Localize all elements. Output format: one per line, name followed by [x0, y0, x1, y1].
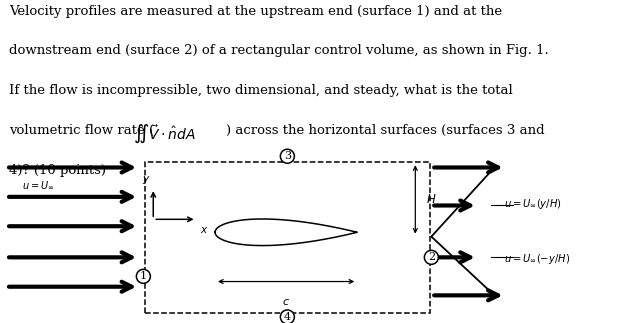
- Text: $\iint \vec{V} \cdot \hat{n}dA$: $\iint \vec{V} \cdot \hat{n}dA$: [133, 122, 196, 145]
- Text: ) across the horizontal surfaces (surfaces 3 and: ) across the horizontal surfaces (surfac…: [226, 124, 544, 137]
- Text: $u = U_\infty(-y/H)$: $u = U_\infty(-y/H)$: [504, 252, 570, 266]
- Text: Velocity profiles are measured at the upstream end (surface 1) and at the: Velocity profiles are measured at the up…: [9, 5, 502, 17]
- Text: $u = U_\infty(y/H)$: $u = U_\infty(y/H)$: [504, 197, 561, 211]
- Text: $c$: $c$: [282, 297, 290, 307]
- Text: 4)? (10 points): 4)? (10 points): [9, 164, 106, 177]
- Text: 3: 3: [284, 151, 291, 161]
- Text: 4: 4: [284, 312, 291, 322]
- Text: downstream end (surface 2) of a rectangular control volume, as shown in Fig. 1.: downstream end (surface 2) of a rectangu…: [9, 44, 549, 57]
- Text: $x$: $x$: [200, 224, 208, 234]
- Text: If the flow is incompressible, two dimensional, and steady, what is the total: If the flow is incompressible, two dimen…: [9, 84, 513, 97]
- Text: volumetric flow rate (: volumetric flow rate (: [9, 124, 154, 137]
- Text: 2: 2: [428, 252, 435, 262]
- Text: $u = U_\infty$: $u = U_\infty$: [22, 179, 54, 191]
- Text: 1: 1: [140, 271, 147, 281]
- Text: $H$: $H$: [426, 193, 437, 206]
- Text: $y$: $y$: [142, 174, 151, 186]
